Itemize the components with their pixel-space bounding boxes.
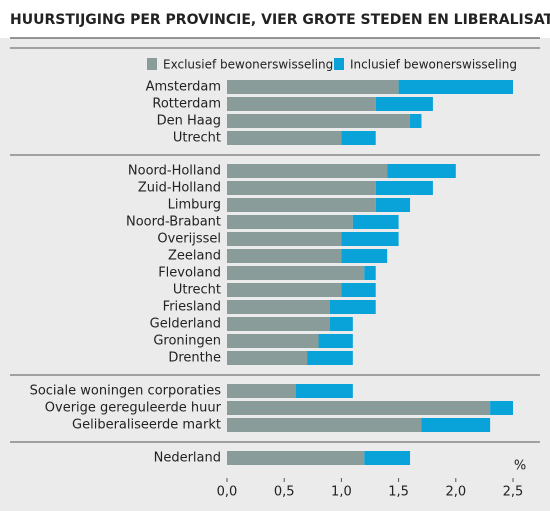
- bar-segment: [387, 164, 456, 178]
- bar-segment: [352, 215, 399, 229]
- bar-segment: [227, 266, 365, 280]
- y-tick-label: Noord-Brabant: [126, 215, 221, 230]
- bar-segment: [375, 198, 411, 212]
- bar-segment: [295, 384, 353, 398]
- bar-segment: [227, 215, 353, 229]
- bar-segment: [364, 266, 376, 280]
- y-tick-label: Den Haag: [157, 114, 221, 129]
- x-tick-label: 1,0: [331, 485, 352, 500]
- bar-segment: [227, 418, 422, 432]
- y-tick-label: Flevoland: [158, 266, 221, 281]
- y-tick-label: Noord-Holland: [128, 164, 221, 179]
- bar-segment: [227, 351, 308, 365]
- bar-segment: [307, 351, 353, 365]
- bar-segment: [227, 317, 330, 331]
- chart-title: HUURSTIJGING PER PROVINCIE, VIER GROTE S…: [10, 12, 550, 28]
- y-tick-label: Gelderland: [150, 317, 221, 332]
- legend-label: Exclusief bewonerswisseling: [163, 58, 333, 72]
- legend-swatch: [334, 58, 344, 70]
- bar-segment: [375, 181, 433, 195]
- y-tick-label: Zuid-Holland: [138, 181, 221, 196]
- legend-swatch: [147, 58, 157, 70]
- bar-segment: [318, 334, 353, 348]
- bar-segment: [341, 232, 399, 246]
- x-tick-label: 2,5: [503, 485, 524, 500]
- bar-segment: [227, 401, 491, 415]
- bar-segment: [227, 131, 342, 145]
- bar-segment: [490, 401, 513, 415]
- legend-label: Inclusief bewonerswisseling: [350, 58, 517, 72]
- bar-segment: [227, 300, 330, 314]
- bar-segment: [227, 80, 399, 94]
- bar-segment: [227, 451, 365, 465]
- y-tick-label: Utrecht: [173, 283, 221, 298]
- x-tick-label: 0,5: [274, 485, 295, 500]
- y-tick-label: Sociale woningen corporaties: [30, 384, 222, 399]
- bar-segment: [227, 334, 319, 348]
- bar-segment: [227, 181, 376, 195]
- y-tick-label: Utrecht: [173, 131, 221, 146]
- bar-segment: [329, 317, 353, 331]
- bar-segment: [227, 249, 342, 263]
- x-tick-label: 2,0: [445, 485, 466, 500]
- y-tick-label: Nederland: [154, 451, 221, 466]
- bar-segment: [410, 114, 422, 128]
- y-tick-label: Limburg: [168, 198, 221, 213]
- bar-segment: [375, 97, 433, 111]
- bar-segment: [227, 164, 388, 178]
- y-tick-label: Friesland: [163, 300, 221, 315]
- bar-segment: [227, 114, 411, 128]
- bar-segment: [421, 418, 491, 432]
- x-tick-label: 0,0: [217, 485, 238, 500]
- y-tick-label: Amsterdam: [146, 80, 221, 95]
- y-tick-label: Overijssel: [157, 232, 221, 247]
- bar-segment: [398, 80, 513, 94]
- bar-segment: [227, 198, 376, 212]
- y-tick-label: Overige gereguleerde huur: [45, 401, 222, 416]
- y-tick-label: Drenthe: [168, 351, 221, 366]
- title-band: [0, 0, 550, 38]
- bar-segment: [227, 232, 342, 246]
- y-tick-label: Zeeland: [168, 249, 221, 264]
- x-tick-label: 1,5: [388, 485, 409, 500]
- bar-segment: [364, 451, 411, 465]
- y-tick-label: Rotterdam: [152, 97, 221, 112]
- bar-segment: [227, 283, 342, 297]
- bar-segment: [341, 131, 376, 145]
- bar-segment: [341, 283, 376, 297]
- y-tick-label: Groningen: [153, 334, 221, 349]
- bar-segment: [329, 300, 376, 314]
- bar-segment: [341, 249, 388, 263]
- x-axis-label: %: [514, 459, 526, 474]
- bar-segment: [227, 97, 376, 111]
- bar-segment: [227, 384, 296, 398]
- y-tick-label: Geliberaliseerde markt: [72, 418, 221, 433]
